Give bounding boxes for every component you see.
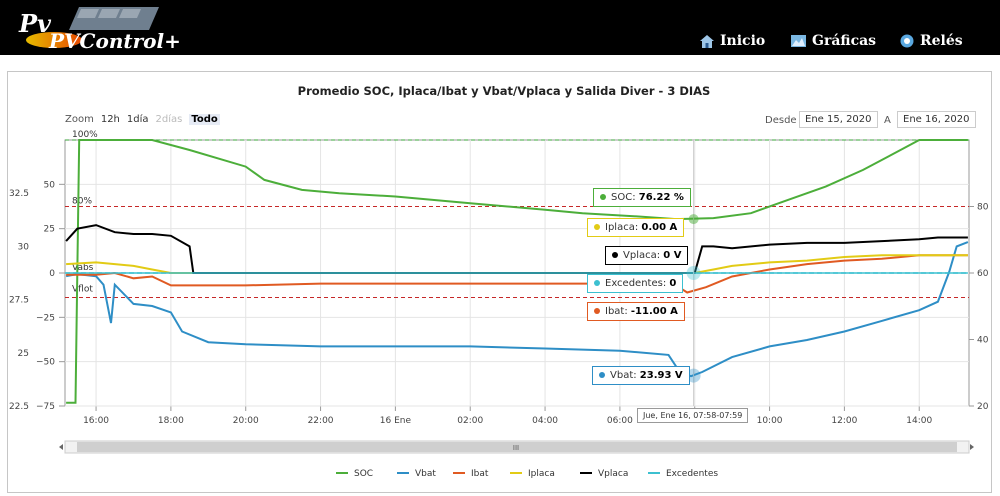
zoom-label: Zoom [65,114,94,125]
zoom-12h-button[interactable]: 12h [100,114,120,125]
x-tick-label: 16 Ene [380,416,412,426]
legend-item-excedentes: Excedentes [666,469,718,479]
tooltip-ibat: Ibat: -11.00 A [587,302,685,321]
tooltip-iplaca: Iplaca: 0.00 A [587,218,685,237]
nav-inicio-label: Inicio [720,33,766,49]
series-line-vplaca [65,224,968,274]
current-axis-label: −50 [36,358,55,368]
vflot-label: Vflot [72,284,93,294]
soc-axis-label: 40 [977,336,989,346]
home-icon [700,34,714,48]
vbat-axis-label: 27.5 [9,296,29,306]
soc-100-label: 100% [72,130,98,140]
range-to-label: A [884,115,891,126]
nav-graficas-label: Gráficas [812,33,877,49]
current-axis-label: 25 [44,225,55,235]
series-line-vbat [65,241,969,378]
current-axis-label: 50 [44,180,56,190]
nav-graficas[interactable]: Gráficas [791,33,876,49]
soc-80-label: 80% [72,197,92,207]
current-axis-label: 0 [49,269,55,279]
soc-axis-label: 20 [977,402,989,412]
tooltip-vbat: Vbat: 23.93 V [592,366,690,385]
nav-inicio[interactable]: Inicio [700,33,765,49]
scroll-right-arrow [970,444,974,450]
x-tick-label: 14:00 [906,416,932,426]
legend-item-soc: SOC [354,469,373,479]
nav-reles-label: Relés [920,33,963,49]
current-axis-label: −75 [36,402,55,412]
zoom-controls: Zoom 12h 1día 2días Todo [65,114,220,125]
x-tick-label: 12:00 [831,416,857,426]
zoom-2dias-button[interactable]: 2días [155,114,183,125]
nav-reles[interactable]: Relés [900,33,963,49]
current-axis-label: −25 [36,313,55,323]
x-tick-label: 06:00 [607,416,633,426]
range-from-input[interactable]: Ene 15, 2020 [799,111,878,128]
vbat-axis-label: 25 [18,349,29,359]
chart-panel: Promedio SOC, Iplaca/Ibat y Vbat/Vplaca … [7,71,992,493]
range-from-label: Desde [765,115,797,126]
series-line-soc [66,139,968,404]
chart-image-icon [791,35,806,47]
x-tick-label: 02:00 [457,416,483,426]
hover-marker-soc [688,214,699,225]
tooltip-excedentes: Excedentes: 0 [587,274,684,293]
x-tick-label: 22:00 [308,416,334,426]
relay-circle-icon [900,34,914,48]
soc-axis-label: 80 [977,203,989,213]
chart-svg: Promedio SOC, Iplaca/Ibat y Vbat/Vplaca … [9,84,989,479]
x-tick-label: 16:00 [83,416,109,426]
zoom-todo-button[interactable]: Todo [189,114,220,125]
scroll-left-arrow [59,444,63,450]
zoom-1dia-button[interactable]: 1día [126,114,149,125]
tooltip-time: Jue, Ene 16, 07:58-07:59 [637,408,749,423]
legend-item-ibat: Ibat [471,469,489,479]
tooltip-vplaca: Vplaca: 0 V [605,246,689,265]
legend-item-vbat: Vbat [415,469,436,479]
chart-title: Promedio SOC, Iplaca/Ibat y Vbat/Vplaca … [298,84,711,98]
top-navigation-bar: Pv PVControl+ Inicio Gráficas Relés [0,0,1000,55]
x-tick-label: 10:00 [757,416,783,426]
logo-text: PVControl+ [48,29,181,53]
navigator-scrollbar-thumb [77,442,957,452]
legend-item-iplaca: Iplaca [528,469,555,479]
x-tick-label: 18:00 [158,416,184,426]
pvcontrol-logo: Pv PVControl+ [18,7,181,53]
hover-marker-current [686,266,701,280]
series-line-ibat [66,254,968,294]
tooltip-soc: SOC: 76.22 % [593,188,691,207]
x-tick-label: 20:00 [233,416,259,426]
range-to-input[interactable]: Ene 16, 2020 [897,111,976,128]
soc-axis-label: 60 [977,269,989,279]
legend-item-vplaca: Vplaca [598,469,628,479]
series-line-iplaca [66,254,968,274]
vbat-axis-label: 22.5 [9,402,29,412]
vbat-axis-label: 30 [18,242,30,252]
vbat-axis-label: 32.5 [9,189,29,199]
hover-marker-vbat [686,368,701,383]
navigator-scrollbar-grip: III [513,444,519,452]
svg-text:Pv: Pv [18,9,52,38]
vabs-label: Vabs [72,263,94,273]
x-tick-label: 04:00 [532,416,558,426]
